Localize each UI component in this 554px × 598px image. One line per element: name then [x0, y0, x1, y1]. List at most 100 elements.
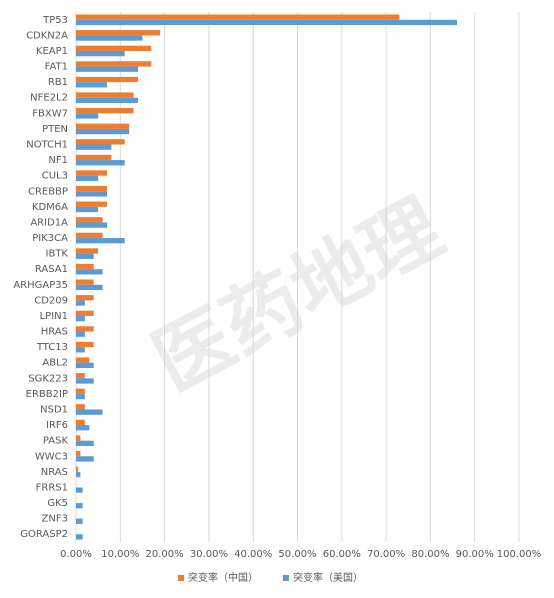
y-tick-label: ARHGAP35 [13, 280, 68, 291]
bar [76, 217, 103, 223]
bar [76, 248, 99, 254]
bar [76, 175, 99, 181]
bar [76, 232, 103, 239]
bar [76, 185, 108, 192]
bar [76, 326, 94, 332]
bar [76, 300, 85, 306]
bar [76, 35, 143, 41]
y-tick-label: WWC3 [35, 451, 68, 462]
bar [76, 362, 94, 369]
x-tick-label: 0.00% [60, 549, 92, 560]
bar [76, 30, 161, 36]
y-tick-label: ZNF3 [42, 514, 68, 525]
bar [76, 269, 103, 275]
y-tick-label: TP53 [42, 15, 68, 26]
x-tick-label: 80.00% [411, 549, 449, 560]
bar [76, 160, 125, 166]
bar [76, 50, 125, 57]
y-tick-label: IBTK [46, 249, 69, 260]
y-tick-label: KDM6A [32, 202, 68, 213]
bar [76, 284, 103, 291]
y-tick-label: PIK3CA [32, 233, 68, 244]
bar [76, 347, 85, 353]
bar [76, 170, 108, 176]
y-tick-label: KEAP1 [36, 46, 68, 57]
y-tick-label: RB1 [48, 77, 68, 88]
bar [76, 315, 85, 322]
x-tick-label: 90.00% [456, 549, 494, 560]
x-tick-label: 20.00% [146, 549, 184, 560]
bar [76, 450, 81, 457]
bar [76, 206, 99, 213]
bar [76, 357, 90, 363]
bar [76, 534, 83, 540]
bar [76, 97, 139, 104]
bar [76, 393, 85, 400]
bar [76, 456, 94, 462]
bar [76, 404, 85, 410]
y-tick-label: CUL3 [42, 171, 68, 182]
bar [76, 123, 130, 129]
y-tick-label: NOTCH1 [26, 140, 68, 151]
bar [76, 378, 94, 384]
legend-label: 突变率（美国） [293, 571, 363, 584]
bar [76, 191, 108, 197]
y-tick-label: CDKN2A [26, 30, 68, 41]
y-tick-label: ABL2 [42, 358, 68, 369]
bar [76, 113, 99, 119]
bar [76, 139, 125, 145]
y-tick-label: CREBBP [28, 186, 68, 197]
bar [76, 388, 85, 394]
x-tick-label: 30.00% [190, 549, 228, 560]
y-tick-label: NFE2L2 [30, 93, 68, 104]
bar [76, 331, 85, 337]
legend-swatch [178, 575, 184, 581]
legend-label: 突变率（中国） [188, 571, 258, 584]
x-tick-label: 70.00% [367, 549, 405, 560]
x-tick-label: 40.00% [234, 549, 272, 560]
bar [76, 295, 94, 301]
y-tick-label: CD209 [34, 295, 68, 306]
bar [76, 503, 83, 509]
bar [76, 19, 457, 26]
bar [76, 128, 130, 135]
bar [76, 201, 108, 207]
y-tick-label: NSD1 [40, 405, 68, 416]
y-tick-label: ARID1A [30, 217, 68, 228]
bar [76, 238, 125, 244]
bar [76, 14, 400, 20]
x-tick-label: 50.00% [278, 549, 316, 560]
bar [76, 222, 108, 228]
y-tick-label: GORASP2 [20, 529, 68, 540]
y-tick-label: TTC13 [36, 342, 68, 353]
y-tick-label: IRF6 [46, 420, 68, 431]
bar [76, 154, 112, 161]
y-tick-label: GK5 [47, 498, 68, 509]
bar [76, 419, 85, 426]
legend-swatch [283, 575, 289, 581]
bar [76, 373, 85, 379]
y-tick-label: FRRS1 [36, 482, 68, 493]
bar [76, 425, 90, 431]
x-tick-label: 100.00% [497, 549, 542, 560]
bar [76, 45, 152, 51]
bar [76, 518, 83, 524]
bar [76, 466, 79, 472]
y-tick-label: PTEN [42, 124, 68, 135]
y-tick-label: PASK [43, 436, 69, 447]
x-tick-label: 60.00% [323, 549, 361, 560]
y-tick-label: HRAS [41, 327, 68, 338]
bar [76, 279, 94, 285]
bar [76, 76, 139, 83]
y-tick-label: ERBB2IP [26, 389, 68, 400]
bar [76, 440, 94, 446]
y-tick-label: FBXW7 [32, 108, 68, 119]
bar [76, 341, 94, 348]
bar [76, 66, 139, 72]
bar [76, 487, 83, 493]
bar [76, 108, 134, 114]
y-tick-label: RASA1 [35, 264, 68, 275]
y-tick-label: LPIN1 [40, 311, 68, 322]
y-tick-label: FAT1 [45, 62, 68, 73]
